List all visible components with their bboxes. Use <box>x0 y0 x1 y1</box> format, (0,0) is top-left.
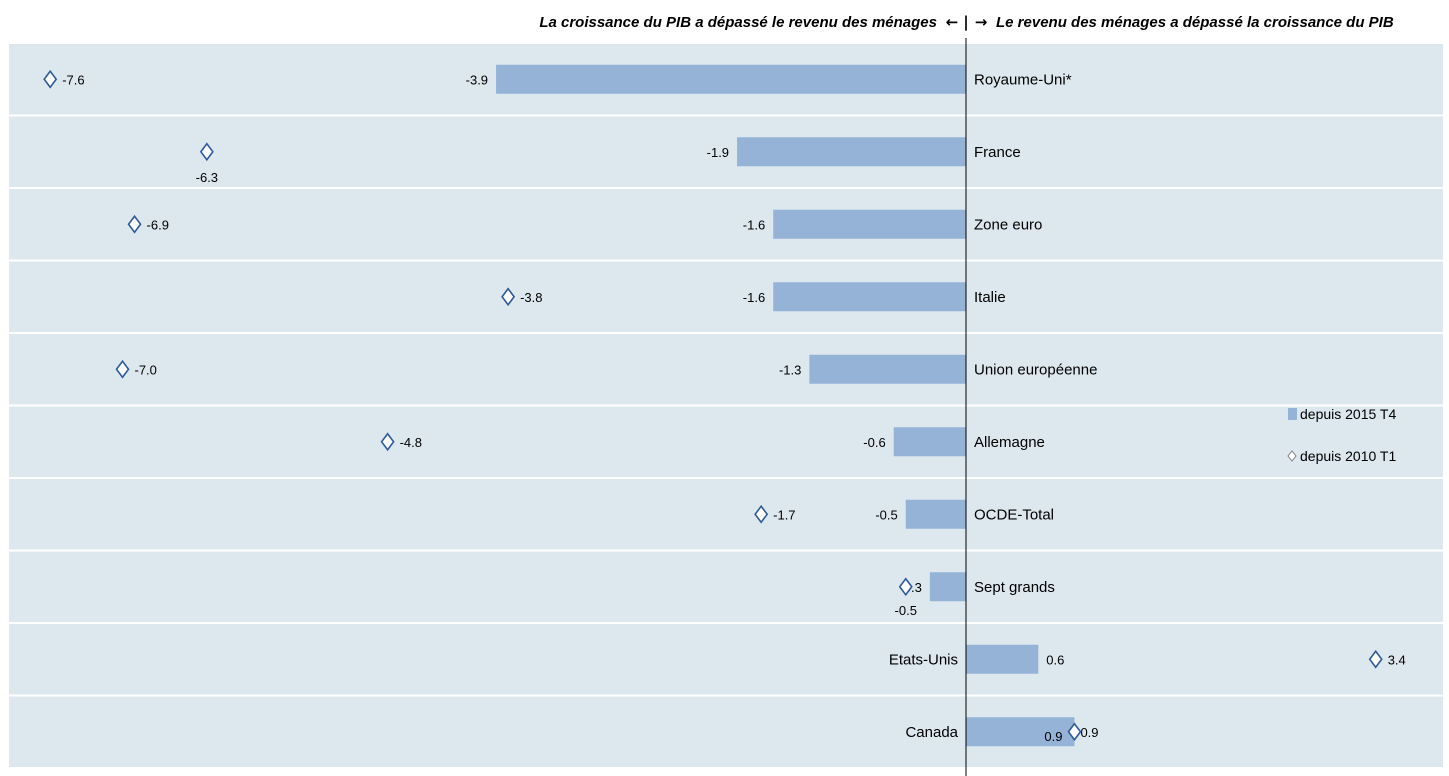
bar-value-label: -1.6 <box>743 217 765 232</box>
category-label: Royaume-Uni* <box>974 71 1072 88</box>
category-label: Zone euro <box>974 216 1042 233</box>
row-background <box>9 696 1443 767</box>
row-background <box>9 406 1443 477</box>
row-background <box>9 479 1443 550</box>
category-label: Italie <box>974 289 1006 306</box>
bar <box>929 572 966 602</box>
diamond-value-label: 3.4 <box>1388 652 1406 667</box>
legend-label-diamond: depuis 2010 T1 <box>1300 448 1396 464</box>
legend-label-bar: depuis 2015 T4 <box>1300 406 1396 422</box>
bar <box>737 137 966 167</box>
category-label: Union européenne <box>974 361 1097 378</box>
diamond-value-label: -3.8 <box>520 290 542 305</box>
diamond-marker <box>898 577 913 597</box>
diamond-marker <box>380 432 395 452</box>
row-background <box>9 551 1443 622</box>
row-background <box>9 189 1443 260</box>
category-label: OCDE-Total <box>974 506 1054 523</box>
diamond-value-label: -1.7 <box>773 507 795 522</box>
chart-rows <box>9 44 1443 767</box>
category-label: Canada <box>905 724 958 741</box>
legend-bar-swatch <box>1288 408 1297 420</box>
diamond-value-label: -6.3 <box>196 170 218 185</box>
bar-value-label: 0.9 <box>1044 729 1062 744</box>
bar <box>905 499 966 529</box>
bar-value-label: -3.9 <box>466 72 488 87</box>
diamond-marker <box>127 214 142 234</box>
bar <box>966 717 1075 747</box>
chart-labels: Royaume-Uni* -3.9 -7.6 France -1.9 -6.3 Zone e… <box>62 71 1406 744</box>
chart-header: La croissance du PIB a dépassé le revenu… <box>539 13 1394 32</box>
diamond-marker <box>199 142 214 162</box>
bar-value-label: -0.5 <box>875 507 897 522</box>
bar-value-label: 0.6 <box>1046 652 1064 667</box>
diamond-marker <box>501 287 516 307</box>
header-divider: | <box>963 13 968 32</box>
row-background <box>9 116 1443 187</box>
bar-value-label: -1.3 <box>779 362 801 377</box>
diamond-value-label: -7.6 <box>62 72 84 87</box>
category-label: France <box>974 144 1021 161</box>
bar-series <box>496 64 1075 747</box>
header-left-arrow: ← <box>946 13 959 31</box>
row-background <box>9 334 1443 405</box>
bar <box>809 354 966 384</box>
header-right-text: Le revenu des ménages a dépassé la crois… <box>996 14 1394 31</box>
legend-diamond-swatch <box>1287 450 1297 462</box>
diamond-marker <box>43 69 58 89</box>
bar-value-label: -1.6 <box>743 290 765 305</box>
diamond-marker <box>115 359 130 379</box>
category-label: Allemagne <box>974 434 1045 451</box>
bar <box>773 209 966 239</box>
header-left-text: La croissance du PIB a dépassé le revenu… <box>539 14 937 31</box>
diamond-marker <box>754 504 769 524</box>
diamond-series <box>43 69 1383 742</box>
diamond-value-label: -4.8 <box>400 435 422 450</box>
category-label: Sept grands <box>974 579 1055 596</box>
bar <box>496 64 966 94</box>
bar <box>773 282 966 312</box>
bar <box>893 427 966 457</box>
category-label: Etats-Unis <box>889 651 958 668</box>
row-background <box>9 261 1443 332</box>
bar-value-label: -0.6 <box>863 435 885 450</box>
diamond-marker <box>1368 649 1383 669</box>
row-background <box>9 624 1443 695</box>
diamond-value-label: -0.5 <box>895 603 917 618</box>
header-right-arrow: → <box>975 13 988 31</box>
bar-value-label: -1.9 <box>707 145 729 160</box>
diamond-value-label: 0.9 <box>1080 725 1098 740</box>
diamond-value-label: -6.9 <box>147 217 169 232</box>
diamond-marker <box>1067 722 1082 742</box>
diamond-value-label: -7.0 <box>135 362 157 377</box>
legend: depuis 2015 T4 depuis 2010 T1 <box>1287 406 1396 464</box>
bar <box>966 644 1039 674</box>
